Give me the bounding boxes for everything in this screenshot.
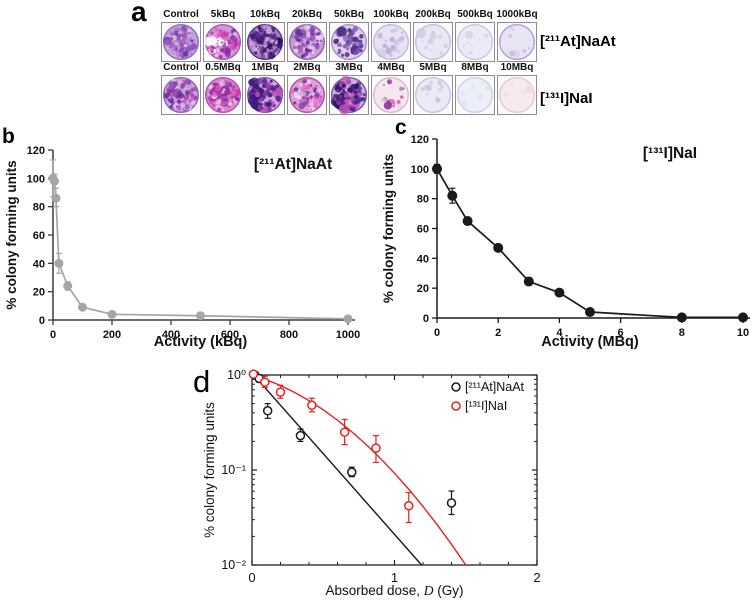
petri-dish xyxy=(287,75,327,115)
row-label-i131: [¹³¹I]NaI xyxy=(540,90,593,107)
dish-dose-label: Control xyxy=(163,62,199,73)
svg-text:600: 600 xyxy=(221,329,239,341)
svg-text:100: 100 xyxy=(27,173,45,185)
panel-a-label: a xyxy=(131,0,147,27)
petri-dish xyxy=(413,75,453,115)
chart-dose-response: 10⁰ 10⁻¹ 10⁻² 0 1 2 [²¹¹At]NaAt [¹³¹I]NaI Absorb… xyxy=(170,365,604,603)
panel-b-label: b xyxy=(2,125,15,148)
dish-dose-label: 0.5MBq xyxy=(205,62,241,73)
dish-dose-label: 2MBq xyxy=(293,62,321,73)
chart-i131-activity: 0 20 40 60 80 100 120 0 2 4 6 8 10 [¹³¹I]NaI Activity … xyxy=(380,125,754,370)
svg-text:Activity (kBq): Activity (kBq) xyxy=(154,334,248,350)
petri-dish xyxy=(161,75,201,115)
svg-text:10⁰: 10⁰ xyxy=(227,368,246,382)
svg-text:100: 100 xyxy=(411,164,429,176)
panel-c-label: c xyxy=(395,116,407,139)
petri-dish xyxy=(497,75,537,115)
petri-dish xyxy=(203,75,243,115)
svg-text:1: 1 xyxy=(391,570,398,585)
svg-text:[¹³¹I]NaI: [¹³¹I]NaI xyxy=(643,145,697,162)
svg-text:4: 4 xyxy=(556,327,563,339)
petri-dish xyxy=(497,22,537,62)
svg-text:400: 400 xyxy=(162,329,180,341)
dish-dose-label: 20kBq xyxy=(291,9,322,20)
petri-dish xyxy=(413,22,453,62)
svg-text:8: 8 xyxy=(679,327,685,339)
panel-d-label: d xyxy=(193,364,211,399)
svg-text:[²¹¹At]NaAt: [²¹¹At]NaAt xyxy=(465,380,525,394)
dish-dose-label: 3MBq xyxy=(335,62,363,73)
svg-text:800: 800 xyxy=(280,329,298,341)
svg-text:40: 40 xyxy=(33,258,45,270)
svg-text:Activity (MBq): Activity (MBq) xyxy=(541,334,639,350)
svg-text:% colony forming units: % colony forming units xyxy=(381,154,396,303)
svg-text:120: 120 xyxy=(27,145,45,157)
chart-at211-activity: 0 20 40 60 80 100 120 0 200 400 600 800 1000 [²¹¹At]N… xyxy=(0,125,380,370)
petri-dish xyxy=(203,22,243,62)
row-label-at211: [²¹¹At]NaAt xyxy=(540,33,616,50)
petri-dish xyxy=(329,75,369,115)
svg-text:% colony forming units: % colony forming units xyxy=(4,160,19,309)
petri-dish xyxy=(161,22,201,62)
petri-dish xyxy=(287,22,327,62)
dish-dose-label: 50kBq xyxy=(333,9,364,20)
petri-dish xyxy=(371,75,411,115)
dish-dose-label: 8MBq xyxy=(461,62,489,73)
petri-dish xyxy=(245,22,285,62)
svg-text:60: 60 xyxy=(33,230,45,242)
petri-dish xyxy=(371,22,411,62)
dish-dose-label: 500kBq xyxy=(457,9,493,20)
svg-text:120: 120 xyxy=(411,134,429,146)
svg-text:0: 0 xyxy=(50,329,56,341)
svg-text:% colony forming units: % colony forming units xyxy=(202,402,217,538)
svg-text:200: 200 xyxy=(103,329,121,341)
dish-dose-label: Control xyxy=(163,9,199,20)
svg-text:0: 0 xyxy=(423,313,429,325)
svg-text:[²¹¹At]NaAt: [²¹¹At]NaAt xyxy=(254,156,332,173)
dish-dose-label: 10MBq xyxy=(500,62,534,73)
petri-dish xyxy=(455,22,495,62)
svg-text:20: 20 xyxy=(417,283,429,295)
dish-dose-label: 200kBq xyxy=(415,9,451,20)
petri-dish xyxy=(245,75,285,115)
svg-text:2: 2 xyxy=(495,327,501,339)
svg-text:80: 80 xyxy=(33,202,45,214)
svg-text:Absorbed dose, D (Gy): Absorbed dose, D (Gy) xyxy=(325,583,463,598)
dish-dose-label: 1000kBq xyxy=(496,9,538,20)
dish-dose-label: 10kBq xyxy=(249,9,280,20)
svg-text:40: 40 xyxy=(417,253,429,265)
svg-text:[¹³¹I]NaI: [¹³¹I]NaI xyxy=(465,399,507,413)
petri-dish xyxy=(455,75,495,115)
dish-dose-label: 4MBq xyxy=(377,62,405,73)
dish-dose-label: 1MBq xyxy=(251,62,279,73)
svg-text:10⁻¹: 10⁻¹ xyxy=(221,463,246,477)
dish-dose-label: 5MBq xyxy=(419,62,447,73)
dish-dose-label: 100kBq xyxy=(373,9,409,20)
svg-text:1000: 1000 xyxy=(336,329,360,341)
svg-text:0: 0 xyxy=(39,315,45,327)
svg-text:20: 20 xyxy=(33,287,45,299)
svg-text:10⁻²: 10⁻² xyxy=(221,558,246,572)
svg-text:6: 6 xyxy=(618,327,624,339)
svg-text:0: 0 xyxy=(434,327,440,339)
dish-dose-label: 5kBq xyxy=(210,9,236,20)
svg-text:80: 80 xyxy=(417,194,429,206)
svg-text:0: 0 xyxy=(248,570,255,585)
svg-text:2: 2 xyxy=(533,570,540,585)
petri-dish xyxy=(329,22,369,62)
svg-text:10: 10 xyxy=(737,327,749,339)
svg-text:60: 60 xyxy=(417,224,429,236)
